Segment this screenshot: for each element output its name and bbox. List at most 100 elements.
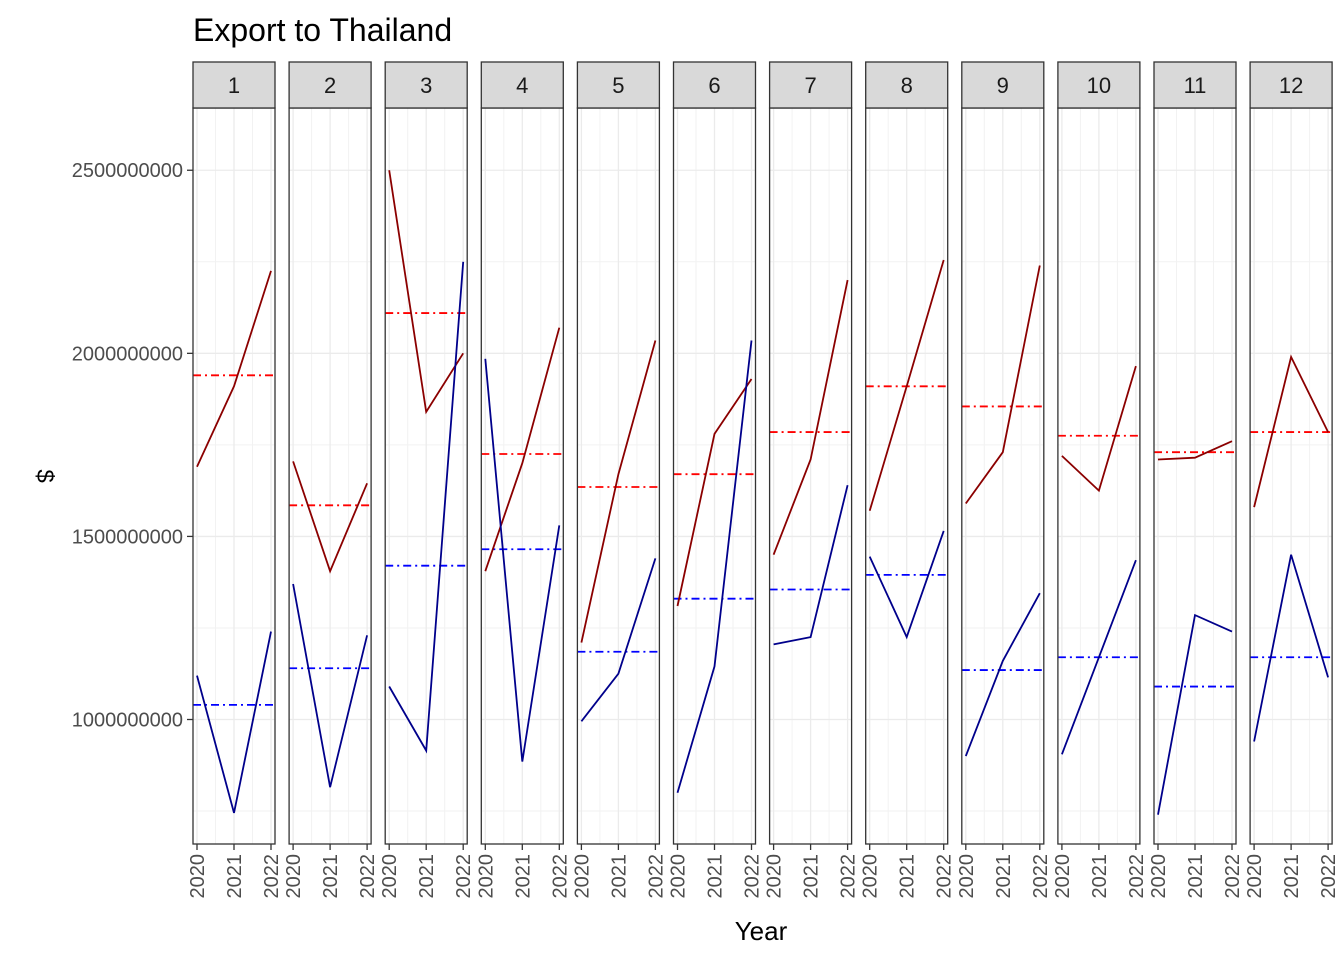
x-tick-label: 2020 [860, 854, 882, 899]
x-tick-label: 2022 [838, 854, 860, 899]
facet-strip [768, 61, 853, 109]
facet-strip [1057, 61, 1141, 109]
series-line-red [1157, 440, 1233, 461]
series-line-blue [964, 592, 1041, 757]
facet-strip [865, 61, 949, 109]
y-tick-label: 1500000000 [72, 526, 183, 548]
facet-strip [1153, 61, 1237, 109]
x-tick-label: 2021 [416, 854, 438, 899]
facet-strip [384, 61, 468, 109]
facet-strip-label: 10 [1087, 73, 1111, 98]
facet-panel-12: 12 2020 2021 2022 [1244, 61, 1340, 899]
series-line-blue [868, 530, 945, 640]
x-tick-label: 2021 [608, 854, 630, 899]
x-axis-title: Year [735, 916, 788, 946]
facet-panel-8: 8 2020 2021 2022 [860, 61, 956, 899]
x-tick-label: 2021 [1089, 854, 1111, 899]
facet-panel-2: 2 2020 2021 2022 [283, 61, 379, 899]
x-tick-label: 2020 [956, 854, 978, 899]
facet-panel-7: 7 2020 2021 2022 [764, 61, 860, 899]
series-line-red [965, 265, 1041, 505]
series-line-blue [1061, 559, 1137, 755]
facet-strip [288, 61, 372, 109]
facet-panel-10: 10 2020 2021 2022 [1052, 61, 1148, 899]
x-tick-label: 2022 [1126, 854, 1148, 899]
x-tick-label: 2022 [742, 854, 764, 899]
y-axis: 1000000000 1500000000 2000000000 2500000000 [72, 160, 193, 732]
x-tick-label: 2022 [1318, 854, 1340, 899]
x-tick-label: 2020 [1052, 854, 1074, 899]
series-line-blue [292, 583, 368, 788]
x-tick-label: 2022 [1030, 854, 1052, 899]
facet-strip [672, 61, 757, 109]
series-line-red [388, 170, 464, 415]
x-tick-label: 2022 [453, 854, 475, 899]
x-tick-label: 2020 [571, 854, 593, 899]
series-line-blue [773, 484, 849, 646]
x-tick-label: 2022 [549, 854, 571, 899]
series-line-blue [1253, 554, 1329, 742]
facet-strip-label: 8 [901, 73, 913, 98]
series-line-blue [196, 631, 272, 814]
x-tick-label: 2021 [1281, 854, 1303, 899]
facet-strip [192, 61, 276, 109]
facet-strip [576, 61, 661, 109]
series-line-blue [484, 358, 561, 762]
x-tick-label: 2022 [1222, 854, 1244, 899]
facet-panel-3: 3 2020 2021 2022 [379, 61, 475, 899]
series-line-blue [580, 558, 657, 722]
facet-strip-label: 2 [324, 73, 336, 98]
series-line-blue [388, 261, 465, 754]
x-tick-label: 2020 [1244, 854, 1266, 899]
facet-panel-4: 4 2020 2021 2022 [475, 61, 571, 899]
x-tick-label: 2021 [993, 854, 1015, 899]
y-tick-label: 1000000000 [72, 710, 183, 732]
x-tick-label: 2022 [357, 854, 379, 899]
facet-strip-label: 9 [997, 73, 1009, 98]
facet-panel-5: 5 2020 2021 2022 [571, 61, 667, 899]
x-tick-label: 2022 [645, 854, 667, 899]
x-tick-label: 2021 [512, 854, 534, 899]
x-tick-label: 2021 [801, 854, 823, 899]
series-line-red [1061, 365, 1137, 493]
x-tick-label: 2020 [379, 854, 401, 899]
x-tick-label: 2020 [475, 854, 497, 899]
x-tick-label: 2020 [187, 854, 209, 899]
x-tick-label: 2021 [320, 854, 342, 899]
x-tick-label: 2020 [764, 854, 786, 899]
y-axis-title: $ [31, 469, 58, 482]
series-line-red [1253, 354, 1329, 508]
x-tick-label: 2020 [1148, 854, 1170, 899]
facet-strip [961, 61, 1045, 109]
series-line-red [292, 461, 368, 574]
chart-title: Export to Thailand [193, 12, 452, 48]
series-line-red [484, 327, 561, 572]
facet-panel-11: 11 2020 2021 2022 [1148, 61, 1244, 899]
facet-strip-label: 7 [804, 73, 816, 98]
facet-panel-6: 6 2020 2021 2022 [668, 61, 764, 899]
series-line-blue [1157, 613, 1233, 815]
facet-panel-1: 1 2020 2021 2022 [187, 61, 283, 899]
facet-strip-label: 11 [1184, 73, 1207, 98]
facet-strip [1249, 61, 1333, 109]
facet-panel-9: 9 2020 2021 2022 [956, 61, 1052, 899]
series-line-red [772, 279, 849, 556]
y-tick-label: 2500000000 [72, 160, 183, 182]
x-tick-label: 2021 [224, 854, 246, 899]
x-tick-label: 2022 [934, 854, 956, 899]
x-tick-label: 2021 [705, 854, 727, 899]
facet-strip-label: 3 [420, 73, 432, 98]
facet-strip [480, 61, 564, 109]
facet-strip-label: 1 [228, 73, 240, 98]
x-tick-label: 2020 [283, 854, 305, 899]
facet-strip-label: 6 [708, 73, 720, 98]
y-tick-label: 2000000000 [72, 343, 183, 365]
facet-strip-label: 12 [1279, 73, 1303, 98]
series-line-red [868, 259, 945, 512]
x-tick-label: 2022 [261, 854, 283, 899]
facet-strip-label: 4 [516, 73, 528, 98]
series-line-red [580, 340, 657, 643]
x-tick-label: 2020 [668, 854, 690, 899]
